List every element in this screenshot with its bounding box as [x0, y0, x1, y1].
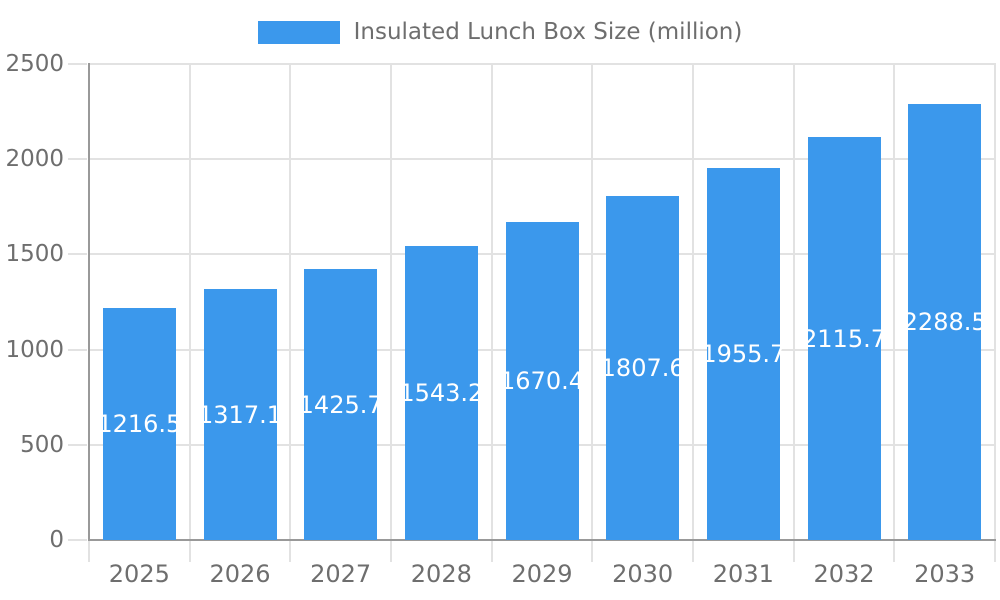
- y-axis-line: [88, 63, 90, 541]
- x-tick: [893, 540, 895, 562]
- x-tick: [994, 540, 996, 562]
- legend: Insulated Lunch Box Size (million): [0, 19, 1000, 45]
- y-tick: [68, 539, 87, 541]
- y-tick: [68, 158, 87, 161]
- y-tick: [68, 443, 87, 446]
- y-tick: [68, 348, 87, 351]
- x-tick: [793, 540, 795, 562]
- y-axis-label: 2500: [5, 51, 64, 77]
- y-tick: [68, 63, 87, 65]
- bar: [606, 196, 680, 540]
- bar: [706, 168, 780, 540]
- v-gridline: [591, 63, 593, 540]
- x-axis-label: 2030: [612, 560, 674, 588]
- x-axis-label: 2029: [511, 560, 573, 588]
- bar-value-label: 1670.4: [500, 367, 584, 395]
- y-axis-label: 0: [49, 527, 64, 553]
- v-gridline: [893, 63, 895, 540]
- x-axis-label: 2033: [914, 560, 976, 588]
- v-gridline: [692, 63, 694, 540]
- legend-item[interactable]: Insulated Lunch Box Size (million): [257, 19, 743, 45]
- x-axis-label: 2031: [712, 560, 774, 588]
- x-axis-label: 2028: [410, 560, 472, 588]
- legend-label: Insulated Lunch Box Size (million): [353, 19, 743, 45]
- v-gridline: [793, 63, 795, 540]
- bar-value-label: 1425.7: [298, 390, 383, 419]
- y-axis-label: 500: [20, 431, 64, 458]
- bar: [908, 104, 982, 540]
- bar-value-label: 1543.2: [399, 379, 484, 407]
- y-tick: [68, 253, 87, 256]
- bar: [404, 246, 478, 540]
- y-axis-label: 1000: [5, 336, 64, 363]
- x-tick: [189, 540, 191, 562]
- x-tick: [88, 540, 90, 562]
- legend-swatch-icon: [257, 20, 340, 44]
- bar-value-label: 1216.5: [97, 410, 182, 438]
- y-axis-label: 2000: [5, 146, 64, 173]
- x-tick: [390, 540, 392, 562]
- v-gridline: [390, 63, 392, 540]
- v-gridline: [491, 63, 493, 540]
- x-tick: [289, 540, 291, 562]
- x-tick: [591, 540, 593, 562]
- bar-value-label: 1807.6: [600, 354, 685, 382]
- bar: [102, 308, 176, 540]
- bar-value-label: 2288.5: [902, 308, 987, 336]
- v-gridline: [994, 63, 996, 540]
- x-axis-label: 2025: [108, 560, 170, 588]
- v-gridline: [189, 63, 191, 540]
- bar: [203, 289, 277, 540]
- v-gridline: [289, 63, 291, 540]
- x-axis-label: 2032: [813, 560, 875, 588]
- bar: [505, 222, 579, 540]
- x-tick: [692, 540, 694, 562]
- x-axis-label: 2027: [310, 560, 372, 588]
- h-gridline: [89, 63, 995, 65]
- x-tick: [491, 540, 493, 562]
- y-axis-label: 1500: [5, 241, 64, 268]
- x-axis-line: [88, 539, 996, 541]
- bar-value-label: 2115.7: [802, 324, 886, 353]
- bar: [807, 137, 881, 540]
- bar-value-label: 1955.7: [701, 340, 786, 368]
- h-gridline: [89, 158, 995, 161]
- bar-value-label: 1317.1: [198, 400, 282, 429]
- x-axis-label: 2026: [209, 560, 271, 588]
- bar: [304, 269, 378, 540]
